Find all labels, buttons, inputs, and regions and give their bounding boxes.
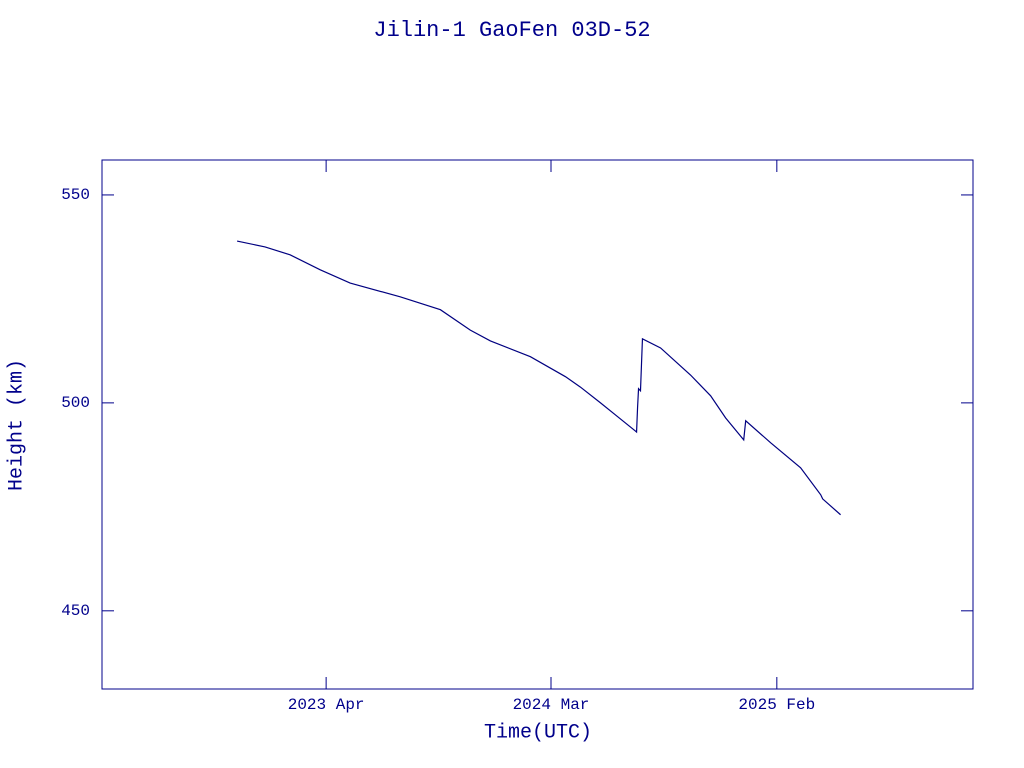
y-axis-label: Height (km) (5, 359, 28, 491)
y-tick-label: 500 (61, 394, 90, 412)
x-tick-label: 2024 Mar (513, 696, 590, 714)
chart-title: Jilin-1 GaoFen 03D-52 (373, 18, 650, 43)
y-tick-label: 450 (61, 602, 90, 620)
x-axis-label: Time(UTC) (484, 721, 592, 744)
x-tick-label: 2023 Apr (288, 696, 365, 714)
x-tick-label: 2025 Feb (738, 696, 815, 714)
line-series (236, 240, 841, 516)
y-tick-label: 550 (61, 186, 90, 204)
plot-frame (101, 159, 974, 690)
